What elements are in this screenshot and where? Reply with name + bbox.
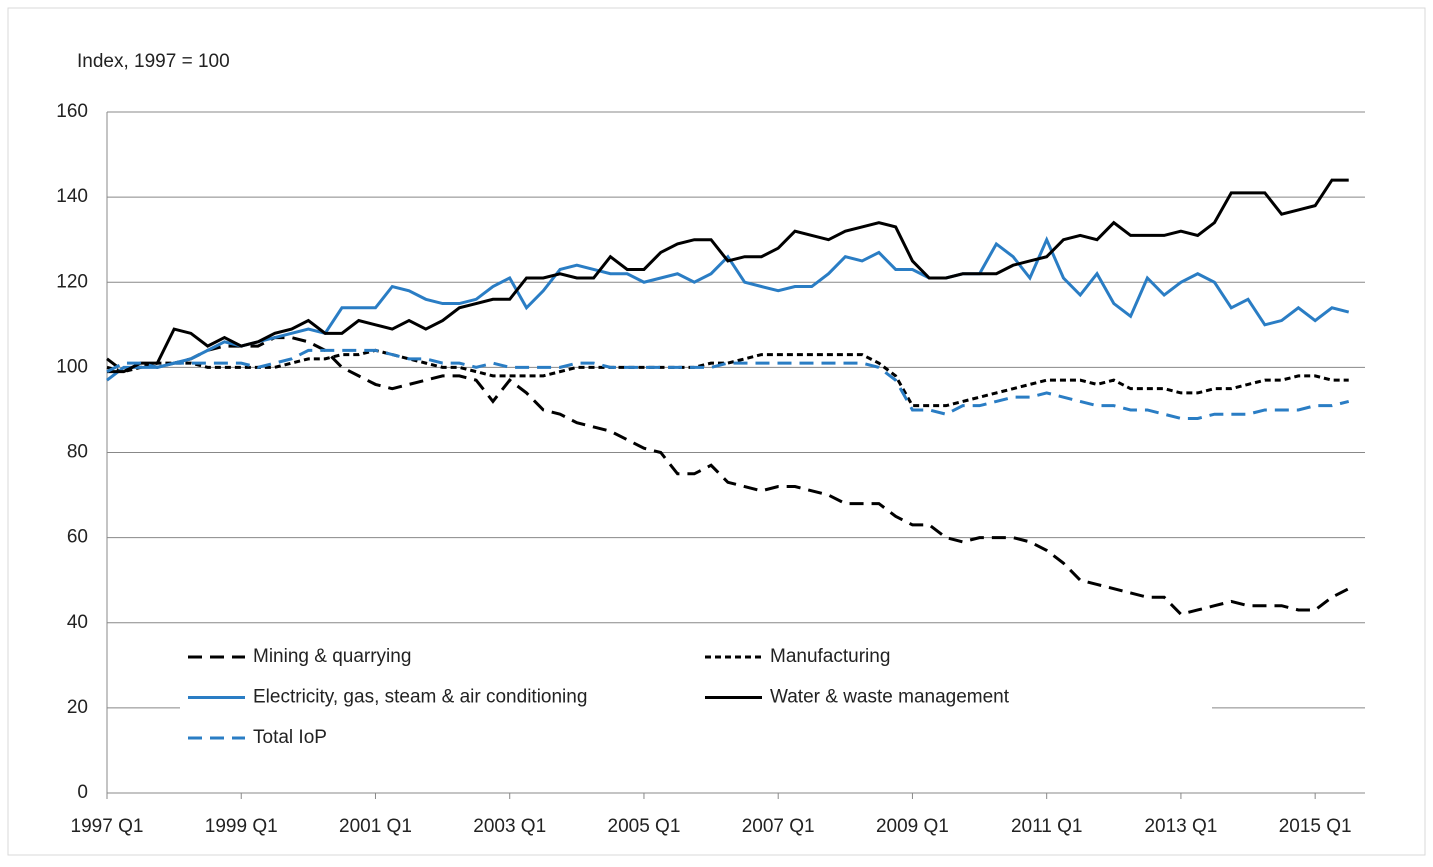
legend-label: Water & waste management <box>770 687 1010 708</box>
series-line <box>106 348 1349 408</box>
legend-label: Mining & quarrying <box>253 646 411 667</box>
y-tick-label: 140 <box>56 186 88 207</box>
x-tick-label: 1999 Q1 <box>205 816 278 837</box>
legend-label: Total IoP <box>253 727 327 748</box>
y-axis-label: Index, 1997 = 100 <box>77 51 230 72</box>
y-tick-label: 100 <box>56 356 88 377</box>
x-tick-label: 2015 Q1 <box>1279 816 1352 837</box>
y-tick-label: 20 <box>67 697 88 718</box>
y-tick-label: 40 <box>67 612 88 633</box>
x-tick-label: 2001 Q1 <box>339 816 412 837</box>
series-line <box>106 235 1350 382</box>
series-line <box>106 336 1350 616</box>
y-tick-label: 80 <box>67 442 88 463</box>
y-tick-label: 60 <box>67 527 88 548</box>
x-tick-label: 2009 Q1 <box>876 816 949 837</box>
legend-label: Manufacturing <box>770 646 890 667</box>
y-tick-label: 0 <box>77 782 88 803</box>
legend-box <box>180 637 1212 759</box>
x-tick-label: 1997 Q1 <box>71 816 144 837</box>
y-tick-label: 120 <box>56 271 88 292</box>
x-tick-label: 2005 Q1 <box>608 816 681 837</box>
x-tick-label: 2003 Q1 <box>473 816 546 837</box>
series-line <box>107 178 1349 374</box>
x-tick-label: 2007 Q1 <box>742 816 815 837</box>
x-tick-label: 2013 Q1 <box>1144 816 1217 837</box>
x-tick-label: 2011 Q1 <box>1011 816 1082 837</box>
legend-label: Electricity, gas, steam & air conditioni… <box>253 687 587 708</box>
y-tick-label: 160 <box>56 101 88 122</box>
